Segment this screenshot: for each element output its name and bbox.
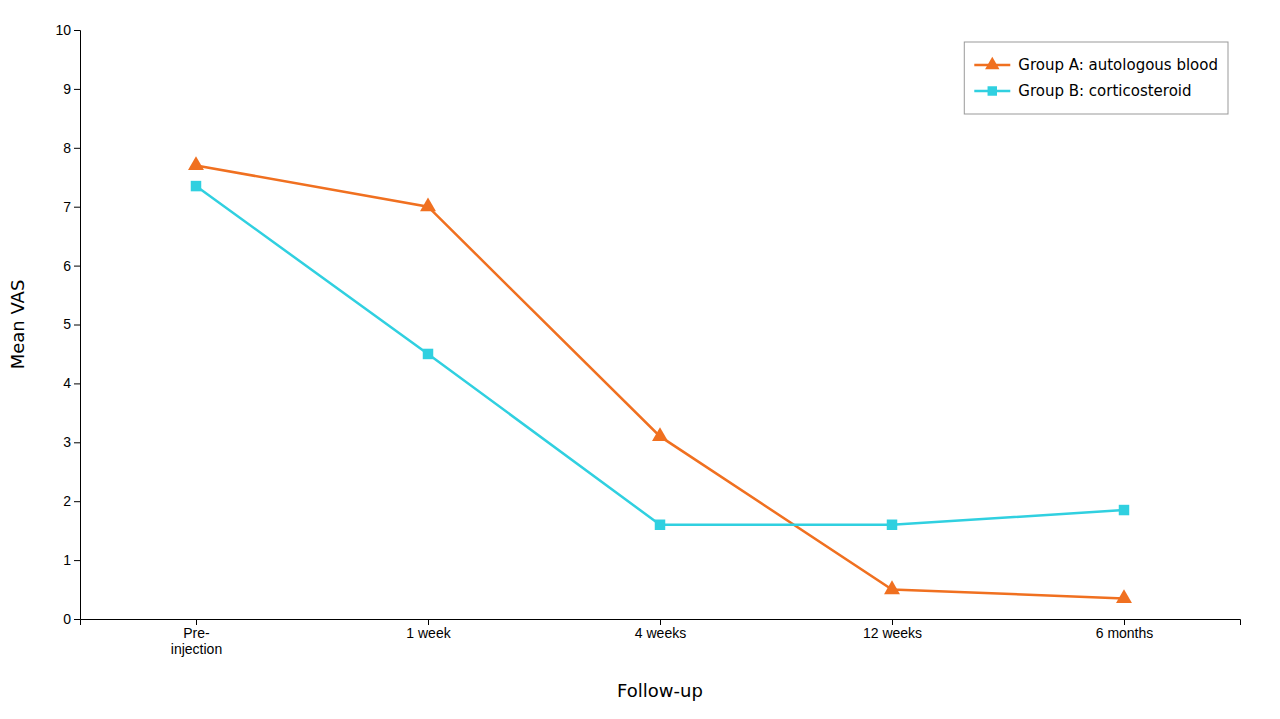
series-marker <box>1119 505 1129 515</box>
y-tick: 2 <box>63 493 80 509</box>
series <box>188 156 1132 603</box>
x-tick-label: 1 week <box>406 625 451 641</box>
y-axis-line <box>74 31 81 620</box>
y-tick: 9 <box>63 81 80 97</box>
series-line <box>196 165 1124 598</box>
legend-swatch-marker <box>985 57 999 69</box>
x-tick-label: 6 months <box>1096 625 1154 641</box>
y-axis-title: Mean VAS <box>7 280 28 370</box>
y-tick-mark <box>74 30 80 31</box>
y-tick: 5 <box>63 316 80 332</box>
series-marker <box>887 520 897 530</box>
series-marker <box>423 349 433 359</box>
y-tick-label: 4 <box>63 375 71 391</box>
x-tick-label: 4 weeks <box>635 625 686 641</box>
series <box>191 181 1129 530</box>
x-tick-label: 12 weeks <box>863 625 922 641</box>
y-tick-label: 8 <box>63 140 71 156</box>
x-tick-label-line: 12 weeks <box>863 625 922 641</box>
y-tick-mark <box>74 383 80 384</box>
y-tick-mark <box>74 619 80 620</box>
x-tick: 12 weeks <box>863 619 922 641</box>
y-tick: 6 <box>63 258 80 274</box>
y-tick-mark <box>74 207 80 208</box>
y-tick: 0 <box>63 611 80 627</box>
y-tick-mark <box>74 148 80 149</box>
y-tick-label: 1 <box>63 552 71 568</box>
y-tick-mark <box>74 325 80 326</box>
y-tick-label: 9 <box>63 81 71 97</box>
series-marker <box>191 181 201 191</box>
series-marker <box>420 197 436 211</box>
chart-svg: Pre-injection 1 week 4 weeks 12 weeks 6 mont… <box>0 0 1280 719</box>
y-tick-label: 7 <box>63 199 71 215</box>
series-marker <box>884 580 900 594</box>
y-tick-label: 3 <box>63 434 71 450</box>
y-tick-label: 10 <box>55 22 71 38</box>
x-tick: 1 week <box>406 619 451 641</box>
series-marker <box>188 156 204 170</box>
legend: Group A: autologous blood Group B: cortic… <box>964 42 1228 114</box>
marks <box>188 156 1132 603</box>
legend-label: Group B: corticosteroid <box>1018 82 1191 100</box>
y-tick: 7 <box>63 199 80 215</box>
x-tick: 4 weeks <box>635 619 686 641</box>
y-tick: 1 <box>63 552 80 568</box>
x-tick-label-line: Pre- <box>183 625 210 641</box>
x-tick-label-line: 4 weeks <box>635 625 686 641</box>
y-tick-mark <box>74 266 80 267</box>
plot-area: Pre-injection 1 week 4 weeks 12 weeks 6 mont… <box>55 22 1240 657</box>
series-marker <box>1116 589 1132 603</box>
legend-item: Group A: autologous blood <box>974 56 1218 74</box>
x-tick-label-line: 6 months <box>1096 625 1154 641</box>
y-tick-label: 5 <box>63 316 71 332</box>
y-tick-mark <box>74 442 80 443</box>
y-tick-mark <box>74 501 80 502</box>
series-marker <box>655 520 665 530</box>
legend-item: Group B: corticosteroid <box>974 82 1191 100</box>
y-tick: 3 <box>63 434 80 450</box>
x-tick: 6 months <box>1096 619 1154 641</box>
x-axis-title: Follow-up <box>617 680 703 701</box>
x-tick: Pre-injection <box>171 619 222 657</box>
x-tick-label: Pre-injection <box>171 625 222 657</box>
y-tick-label: 2 <box>63 493 71 509</box>
y-tick-mark <box>74 89 80 90</box>
legend-frame <box>964 42 1228 114</box>
x-tick-label-line: injection <box>171 641 222 657</box>
series-marker <box>652 427 668 441</box>
x-axis: Pre-injection 1 week 4 weeks 12 weeks 6 mont… <box>81 619 1241 657</box>
y-tick-mark <box>74 560 80 561</box>
y-tick: 8 <box>63 140 80 156</box>
legend-label: Group A: autologous blood <box>1018 56 1218 74</box>
x-tick-label-line: 1 week <box>406 625 451 641</box>
y-tick-label: 0 <box>63 611 71 627</box>
y-tick-label: 6 <box>63 258 71 274</box>
series-line <box>196 186 1124 525</box>
y-tick: 4 <box>63 375 80 391</box>
y-tick: 10 <box>55 22 80 38</box>
legend-swatch-marker <box>988 86 997 95</box>
y-axis: 0 1 2 3 4 5 6 7 8 9 10 <box>55 22 80 627</box>
